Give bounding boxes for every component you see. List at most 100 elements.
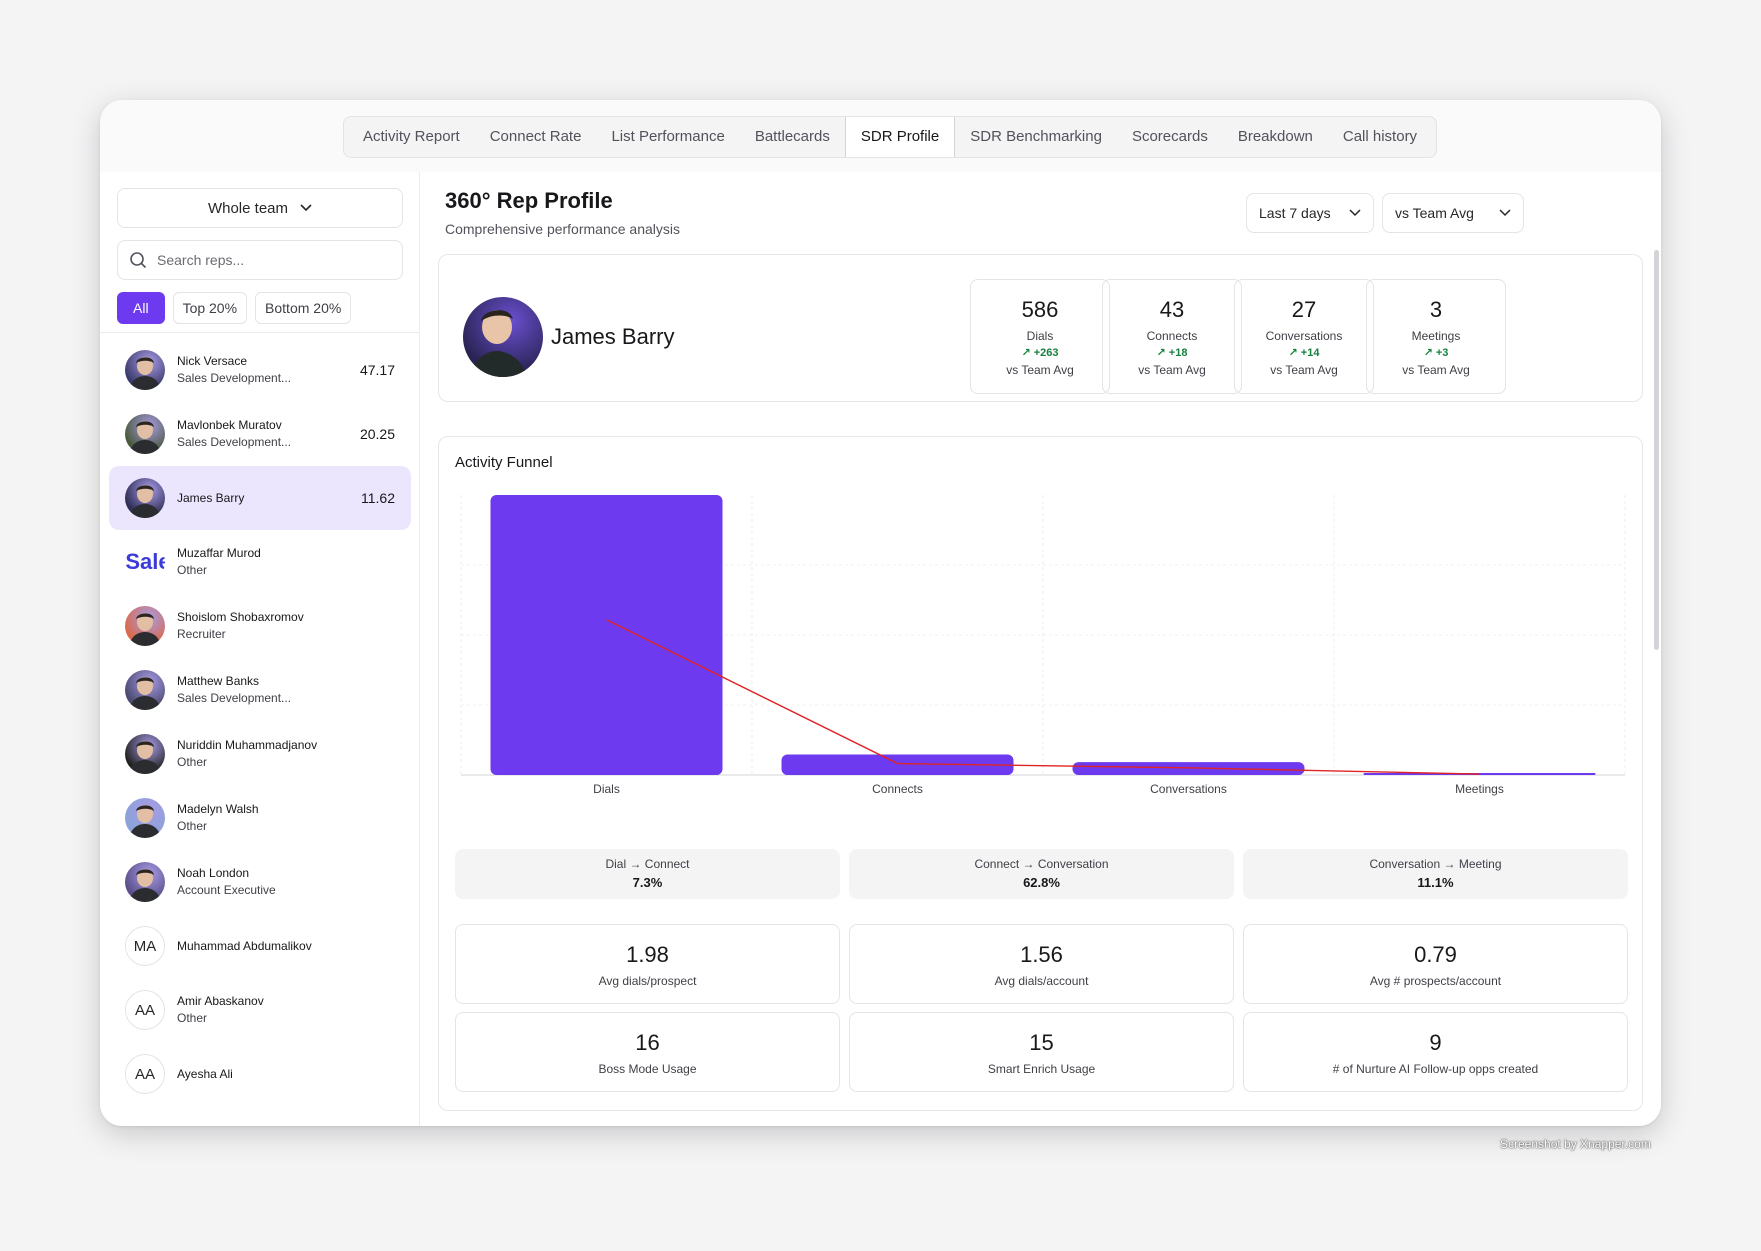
metric-label: Smart Enrich Usage <box>987 1062 1096 1076</box>
stat-card-connects: 43 Connects ↗ +18 vs Team Avg <box>1102 279 1242 394</box>
x-tick-label: Connects <box>872 782 923 796</box>
avatar: AA <box>125 990 165 1030</box>
funnel-bar <box>781 754 1014 775</box>
stat-delta: ↗ +3 <box>1367 346 1505 359</box>
rep-info: Shoislom Shobaxromov Recruiter <box>177 609 411 643</box>
metric-card: 1.98 Avg dials/prospect <box>455 924 840 1004</box>
search-input[interactable] <box>157 252 377 268</box>
x-tick-label: Dials <box>593 782 620 796</box>
metric-card: 0.79 Avg # prospects/account <box>1243 924 1628 1004</box>
rep-name: Ayesha Ali <box>177 1066 233 1081</box>
avatar <box>125 414 165 454</box>
metric-card: 9 # of Nurture AI Follow-up opps created <box>1243 1012 1628 1092</box>
stat-delta-value: +3 <box>1435 347 1449 359</box>
rep-name: Shoislom Shobaxromov <box>177 610 304 624</box>
tab-activity-report[interactable]: Activity Report <box>363 128 460 145</box>
metric-label: Avg dials/account <box>994 974 1089 988</box>
conversion-value: 7.3% <box>632 875 663 890</box>
rep-list-item[interactable]: Noah London Account Executive <box>109 850 411 914</box>
page-subtitle: Comprehensive performance analysis <box>445 221 680 237</box>
main-content: 360° Rep Profile Comprehensive performan… <box>420 172 1661 1126</box>
funnel-chart: Dials Connects Conversations Meetings <box>460 495 1626 796</box>
tab-breakdown[interactable]: Breakdown <box>1237 128 1313 145</box>
rep-list-item[interactable]: Nuriddin Muhammadjanov Other <box>109 722 411 786</box>
rep-list-item[interactable]: Matthew Banks Sales Development... <box>109 658 411 722</box>
scrollbar[interactable] <box>1654 250 1659 650</box>
rep-name: Nuriddin Muhammadjanov <box>177 738 318 752</box>
rep-name: Amir Abaskanov <box>177 994 264 1008</box>
filter-top-20[interactable]: Top 20% <box>172 292 248 324</box>
stat-delta: ↗ +263 <box>971 346 1109 359</box>
stat-delta: ↗ +14 <box>1235 346 1373 359</box>
stat-label: Meetings <box>1411 329 1461 343</box>
rep-info: Amir Abaskanov Other <box>177 993 411 1027</box>
tab-bar: Activity Report Connect Rate List Perfor… <box>343 116 1438 158</box>
metric-card: 15 Smart Enrich Usage <box>849 1012 1234 1092</box>
rep-list-item[interactable]: Shoislom Shobaxromov Recruiter <box>109 594 411 658</box>
metric-label: Avg # prospects/account <box>1369 974 1502 988</box>
stat-delta-value: +18 <box>1168 347 1188 359</box>
conversion-value: 62.8% <box>1023 875 1060 890</box>
stat-card-conversations: 27 Conversations ↗ +14 vs Team Avg <box>1234 279 1374 394</box>
rep-list-item[interactable]: Madelyn Walsh Other <box>109 786 411 850</box>
stat-value: 43 <box>1159 297 1185 322</box>
rep-score: 20.25 <box>359 426 395 442</box>
team-select[interactable]: Whole team <box>117 188 403 228</box>
rep-info: Muzaffar Murod Other <box>177 545 411 579</box>
avatar <box>125 350 165 390</box>
stat-card-dials: 586 Dials ↗ +263 vs Team Avg <box>970 279 1110 394</box>
rep-info: Madelyn Walsh Other <box>177 801 411 835</box>
metric-card: 1.56 Avg dials/account <box>849 924 1234 1004</box>
rep-role: Sales Development... <box>177 435 292 449</box>
tab-sdr-benchmarking[interactable]: SDR Benchmarking <box>970 128 1102 145</box>
conversion-label: Conversation → Meeting <box>1369 857 1502 871</box>
compare-select[interactable]: vs Team Avg <box>1382 193 1524 233</box>
rep-info: Muhammad Abdumalikov <box>177 938 411 955</box>
tab-call-history[interactable]: Call history <box>1342 128 1418 145</box>
tab-sdr-profile[interactable]: SDR Profile <box>844 117 956 157</box>
avatar <box>125 862 165 902</box>
stat-card-meetings: 3 Meetings ↗ +3 vs Team Avg <box>1366 279 1506 394</box>
tab-list-performance[interactable]: List Performance <box>611 128 725 145</box>
period-select[interactable]: Last 7 days <box>1246 193 1374 233</box>
rep-info: Matthew Banks Sales Development... <box>177 673 411 707</box>
rep-list-item[interactable]: Nick Versace Sales Development... 47.17 <box>109 338 411 402</box>
stat-delta-value: +14 <box>1300 347 1320 359</box>
rep-name: Nick Versace <box>177 354 248 368</box>
rep-score: 47.17 <box>359 362 395 378</box>
rep-list-item[interactable]: AA Amir Abaskanov Other <box>109 978 411 1042</box>
chevron-down-icon <box>1349 209 1361 217</box>
conversion-label: Connect → Conversation <box>974 857 1109 871</box>
stat-comparison: vs Team Avg <box>1270 363 1338 377</box>
app-window: Activity Report Connect Rate List Perfor… <box>100 100 1661 1126</box>
rep-list-item[interactable]: MA Muhammad Abdumalikov <box>109 914 411 978</box>
rep-list-item[interactable]: Mavlonbek Muratov Sales Development... 20.… <box>109 402 411 466</box>
company-logo: Sale <box>125 549 165 574</box>
stat-value: 27 <box>1291 297 1317 322</box>
rep-profile-card: James Barry 586 Dials ↗ +263 vs Team Avg 43 C… <box>438 254 1643 402</box>
tab-scorecards[interactable]: Scorecards <box>1131 128 1208 145</box>
rep-sidebar: Whole team All Top 20% Bottom 20% Nick V… <box>100 172 420 1126</box>
search-icon <box>130 251 147 268</box>
page-title: 360° Rep Profile <box>445 188 613 213</box>
funnel-bar <box>490 495 723 775</box>
rep-info: James Barry <box>177 490 361 507</box>
trend-up-icon: ↗ <box>1423 347 1436 359</box>
avatar <box>125 734 165 774</box>
filter-group: All Top 20% Bottom 20% <box>117 292 352 324</box>
search-box <box>117 240 403 280</box>
avatar <box>125 478 165 518</box>
filter-bottom-20[interactable]: Bottom 20% <box>255 292 352 324</box>
metric-label: Avg dials/prospect <box>598 974 697 988</box>
conversion-value: 11.1% <box>1417 875 1454 890</box>
avatar: MA <box>125 926 165 966</box>
tab-battlecards[interactable]: Battlecards <box>754 128 830 145</box>
tab-connect-rate[interactable]: Connect Rate <box>489 128 582 145</box>
rep-list-item[interactable]: James Barry 11.62 <box>109 466 411 530</box>
rep-list-item[interactable]: Sale Muzaffar Murod Other <box>109 530 411 594</box>
filter-all[interactable]: All <box>117 292 165 324</box>
stat-value: 586 <box>1021 297 1059 322</box>
rep-list-item[interactable]: AA Ayesha Ali <box>109 1042 411 1106</box>
rep-info: Nuriddin Muhammadjanov Other <box>177 737 411 771</box>
conversion-rate: Connect → Conversation 62.8% <box>849 849 1234 899</box>
